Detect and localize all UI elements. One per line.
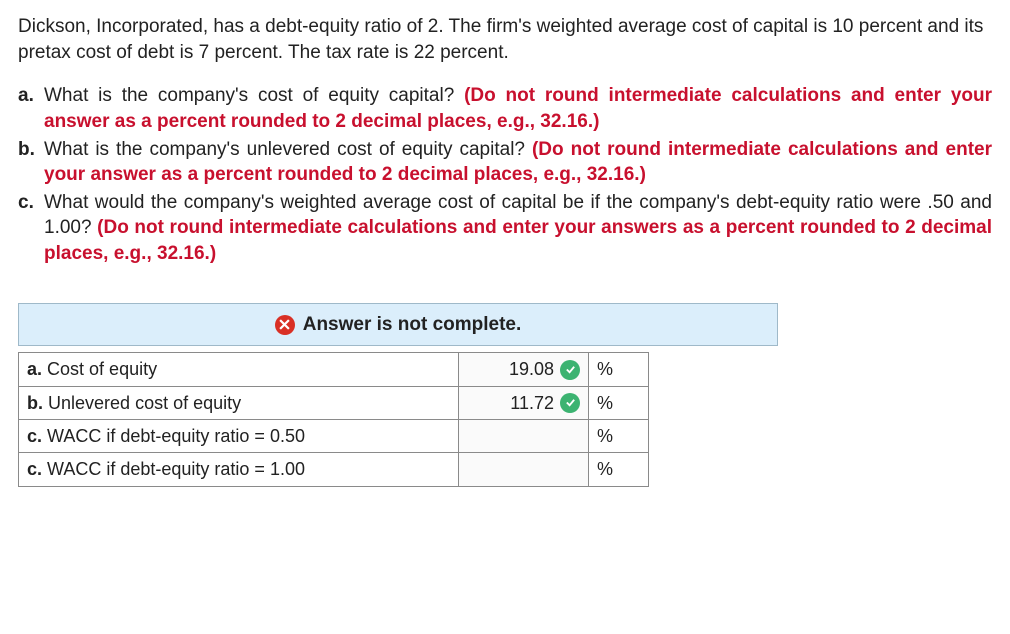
question-c: c. What would the company's weighted ave… [18, 190, 992, 267]
problem-intro: Dickson, Incorporated, has a debt-equity… [18, 14, 992, 65]
table-row: c. WACC if debt-equity ratio = 0.50 % [19, 420, 649, 453]
question-text: What is the company's unlevered cost of … [44, 139, 532, 160]
row-marker: c. [27, 426, 42, 446]
answer-cell[interactable] [459, 420, 589, 453]
unit-cell: % [589, 420, 649, 453]
table-row: c. WACC if debt-equity ratio = 1.00 % [19, 453, 649, 486]
unit-cell: % [589, 453, 649, 486]
unit-cell: % [589, 353, 649, 386]
row-label: Cost of equity [47, 359, 157, 379]
question-a: a. What is the company's cost of equity … [18, 83, 992, 134]
answer-value: 11.72 [510, 391, 554, 415]
check-icon [560, 360, 580, 380]
question-marker: c. [18, 190, 44, 267]
answer-value: 19.08 [509, 357, 554, 381]
answer-cell[interactable]: 11.72 [459, 386, 589, 419]
table-row: a. Cost of equity 19.08 % [19, 353, 649, 386]
row-marker: b. [27, 393, 43, 413]
question-list: a. What is the company's cost of equity … [18, 83, 992, 266]
question-b: b. What is the company's unlevered cost … [18, 137, 992, 188]
table-row: b. Unlevered cost of equity 11.72 % [19, 386, 649, 419]
unit-cell: % [589, 386, 649, 419]
x-icon [275, 315, 295, 335]
banner-text: Answer is not complete. [303, 312, 522, 338]
answer-cell[interactable] [459, 453, 589, 486]
question-marker: a. [18, 83, 44, 134]
answer-status-banner: Answer is not complete. [18, 303, 778, 347]
answer-table: a. Cost of equity 19.08 % b. Unlevered c… [18, 352, 649, 486]
row-label: Unlevered cost of equity [48, 393, 241, 413]
question-marker: b. [18, 137, 44, 188]
question-hint: (Do not round intermediate calculations … [44, 217, 992, 264]
row-label: WACC if debt-equity ratio = 0.50 [47, 426, 305, 446]
check-icon [560, 393, 580, 413]
row-label: WACC if debt-equity ratio = 1.00 [47, 459, 305, 479]
row-marker: c. [27, 459, 42, 479]
question-text: What is the company's cost of equity cap… [44, 85, 464, 106]
row-marker: a. [27, 359, 42, 379]
answer-cell[interactable]: 19.08 [459, 353, 589, 386]
